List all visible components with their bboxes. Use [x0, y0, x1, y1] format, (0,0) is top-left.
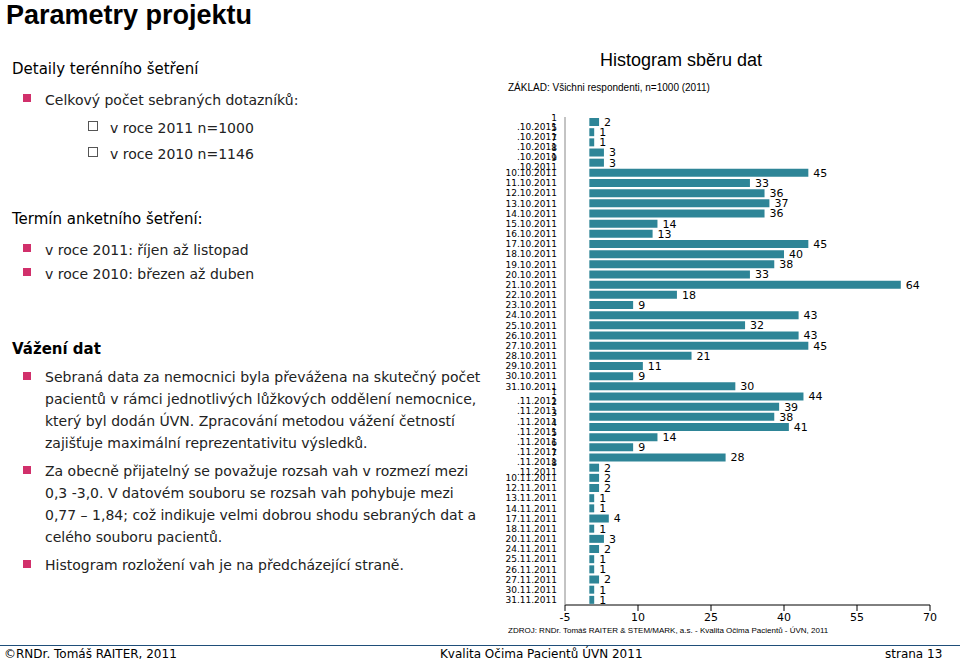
svg-text:1: 1: [599, 502, 606, 515]
svg-text:45: 45: [813, 167, 827, 180]
svg-text:70: 70: [923, 611, 937, 624]
svg-text:29.10.2011: 29.10.2011: [505, 361, 557, 371]
svg-text:12.11.2011: 12.11.2011: [505, 483, 557, 493]
svg-text:1: 1: [599, 594, 606, 607]
svg-text:-5: -5: [560, 611, 571, 624]
svg-text:17.11.2011: 17.11.2011: [505, 514, 557, 524]
svg-text:14.11.2011: 14.11.2011: [505, 504, 557, 514]
svg-text:1: 1: [599, 136, 606, 149]
svg-text:9: 9: [638, 299, 645, 312]
svg-text:30.11.2011: 30.11.2011: [505, 585, 557, 595]
svg-text:27.11.2011: 27.11.2011: [505, 575, 557, 585]
svg-text:19.10.2011: 19.10.2011: [505, 260, 557, 270]
svg-text:26.10.2011: 26.10.2011: [505, 331, 557, 341]
svg-text:24.11.2011: 24.11.2011: [505, 544, 557, 554]
svg-text:31.10.2011: 31.10.2011: [505, 382, 557, 392]
svg-text:41: 41: [794, 421, 808, 434]
svg-text:27.10.2011: 27.10.2011: [505, 341, 557, 351]
svg-text:18.10.2011: 18.10.2011: [505, 249, 557, 259]
svg-text:45: 45: [813, 238, 827, 251]
svg-text:26.11.2011: 26.11.2011: [505, 565, 557, 575]
svg-text:12.10.2011: 12.10.2011: [505, 188, 557, 198]
svg-text:30: 30: [740, 380, 754, 393]
svg-text:14: 14: [662, 431, 676, 444]
svg-text:25: 25: [704, 611, 718, 624]
svg-text:3: 3: [609, 157, 616, 170]
svg-text:21.10.2011: 21.10.2011: [505, 280, 557, 290]
svg-text:23.10.2011: 23.10.2011: [505, 300, 557, 310]
svg-text:21: 21: [697, 350, 711, 363]
svg-text:25.11.2011: 25.11.2011: [505, 554, 557, 564]
svg-text:45: 45: [813, 340, 827, 353]
svg-text:40: 40: [777, 611, 791, 624]
svg-text:20.10.2011: 20.10.2011: [505, 270, 557, 280]
svg-text:43: 43: [804, 309, 818, 322]
svg-text:36: 36: [770, 207, 784, 220]
svg-text:25.10.2011: 25.10.2011: [505, 321, 557, 331]
svg-text:20.11.2011: 20.11.2011: [505, 534, 557, 544]
svg-text:9: 9: [638, 370, 645, 383]
svg-text:30.10.2011: 30.10.2011: [505, 371, 557, 381]
svg-text:28.10.2011: 28.10.2011: [505, 351, 557, 361]
svg-text:33: 33: [755, 268, 769, 281]
svg-text:15.10.2011: 15.10.2011: [505, 219, 557, 229]
svg-text:44: 44: [808, 390, 822, 403]
svg-text:13: 13: [658, 228, 672, 241]
svg-text:4: 4: [614, 512, 621, 525]
svg-text:10.10.2011: 10.10.2011: [505, 168, 557, 178]
svg-text:22.10.2011: 22.10.2011: [505, 290, 557, 300]
svg-text:32: 32: [750, 319, 764, 332]
svg-text:28: 28: [731, 451, 745, 464]
svg-text:13.10.2011: 13.10.2011: [505, 199, 557, 209]
svg-text:11: 11: [648, 360, 662, 373]
svg-text:64: 64: [906, 279, 920, 292]
svg-text:33: 33: [755, 177, 769, 190]
svg-text:14.10.2011: 14.10.2011: [505, 209, 557, 219]
svg-text:24.10.2011: 24.10.2011: [505, 310, 557, 320]
svg-text:10: 10: [631, 611, 645, 624]
svg-text:16.10.2011: 16.10.2011: [505, 229, 557, 239]
svg-text:1: 1: [599, 523, 606, 536]
svg-text:38: 38: [779, 411, 793, 424]
svg-text:18: 18: [682, 289, 696, 302]
svg-text:10.11.2011: 10.11.2011: [505, 473, 557, 483]
svg-text:18.11.2011: 18.11.2011: [505, 524, 557, 534]
svg-text:55: 55: [850, 611, 864, 624]
svg-text:13.11.2011: 13.11.2011: [505, 493, 557, 503]
svg-text:31.11.2011: 31.11.2011: [505, 595, 557, 605]
svg-text:9: 9: [638, 441, 645, 454]
svg-text:11.10.2011: 11.10.2011: [505, 178, 557, 188]
svg-text:17.10.2011: 17.10.2011: [505, 239, 557, 249]
svg-text:38: 38: [779, 258, 793, 271]
